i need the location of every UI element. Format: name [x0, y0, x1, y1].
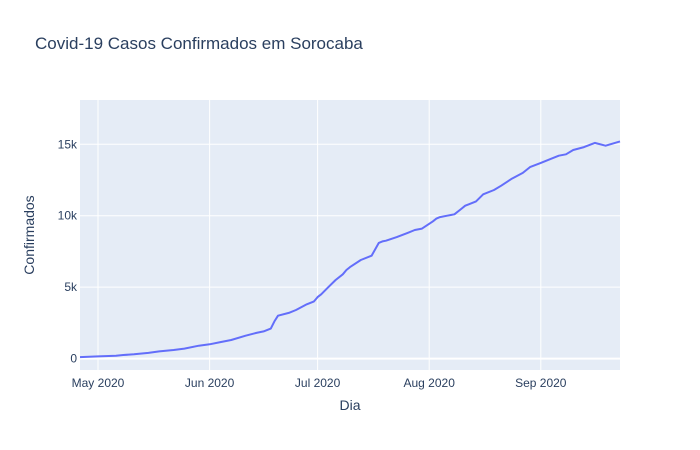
x-tick-label: Aug 2020: [404, 376, 456, 390]
series-line: [79, 140, 621, 359]
y-tick-label: 10k: [58, 209, 78, 223]
x-tick-label: May 2020: [72, 376, 125, 390]
x-tick-label: Sep 2020: [515, 376, 567, 390]
y-tick-label: 5k: [64, 280, 78, 294]
x-tick-label: Jun 2020: [185, 376, 235, 390]
chart-title: Covid-19 Casos Confirmados em Sorocaba: [35, 34, 363, 53]
x-axis-title: Dia: [339, 397, 360, 413]
plot-background: [80, 100, 620, 370]
y-tick-label: 0: [70, 352, 77, 366]
x-tick-label: Jul 2020: [295, 376, 341, 390]
y-tick-label: 15k: [58, 137, 78, 151]
y-axis-title: Confirmados: [21, 195, 37, 274]
